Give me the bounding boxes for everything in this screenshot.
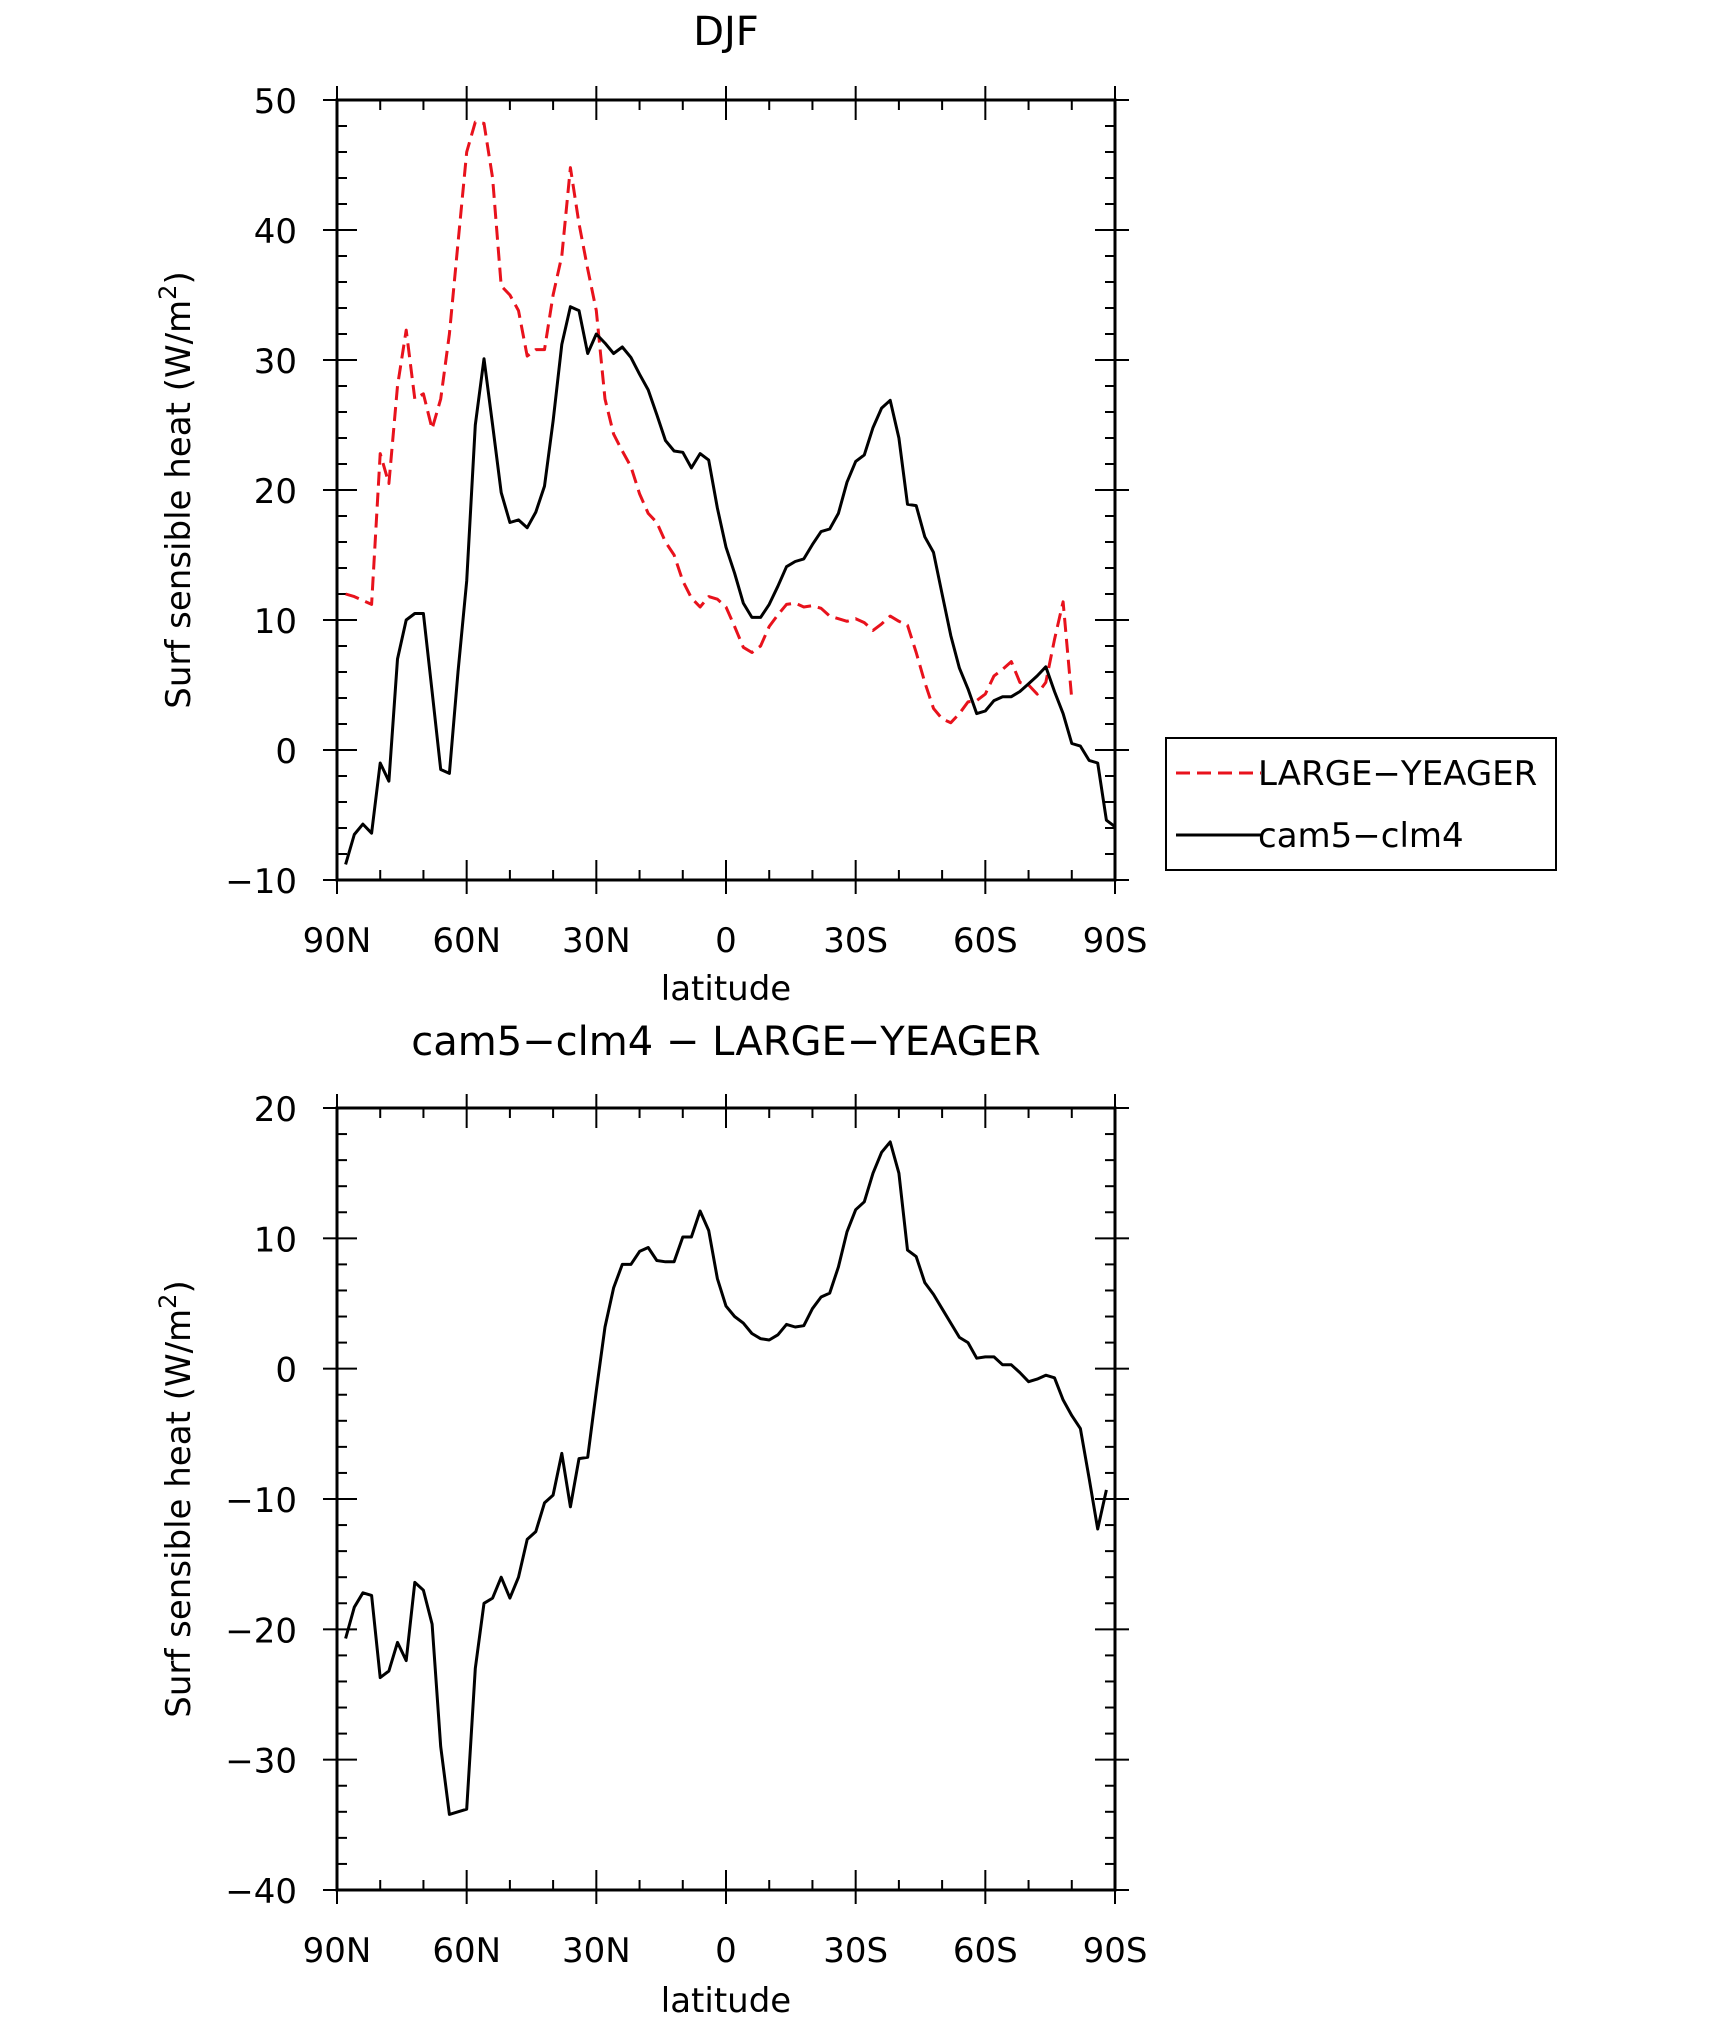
legend-label: LARGE−YEAGER bbox=[1258, 754, 1537, 794]
y-tick-label: −30 bbox=[225, 1742, 297, 1782]
y-tick-label: −10 bbox=[225, 1481, 297, 1521]
x-tick-label: 90S bbox=[1083, 1931, 1148, 1971]
y-tick-label: 50 bbox=[254, 82, 297, 122]
x-tick-label: 60N bbox=[432, 1931, 501, 1971]
y-axis-label-close: ) bbox=[159, 271, 199, 284]
x-tick-label: 60S bbox=[953, 1931, 1018, 1971]
y-tick-label: 10 bbox=[254, 602, 297, 642]
series-line-1 bbox=[344, 1140, 1108, 1816]
x-axis-label: latitude bbox=[661, 1981, 791, 2021]
x-tick-label: 90N bbox=[303, 921, 372, 961]
y-axis-label-sup: 2 bbox=[154, 1294, 182, 1309]
x-tick-label: 30N bbox=[562, 921, 631, 961]
y-axis-label-close: ) bbox=[159, 1280, 199, 1293]
y-tick-label: 0 bbox=[275, 732, 297, 772]
x-tick-label: 60N bbox=[432, 921, 501, 961]
x-tick-label: 0 bbox=[715, 921, 737, 961]
x-tick-label: 90S bbox=[1083, 921, 1148, 961]
y-tick-label: −10 bbox=[225, 862, 297, 902]
y-axis-label-text: Surf sensible heat (W/m bbox=[159, 1309, 199, 1718]
x-tick-label: 30N bbox=[562, 1931, 631, 1971]
x-tick-label: 60S bbox=[953, 921, 1018, 961]
legend-box bbox=[1165, 737, 1557, 871]
x-tick-label: 0 bbox=[715, 1931, 737, 1971]
plot-frame bbox=[335, 98, 1117, 882]
y-axis-label-sup: 2 bbox=[154, 285, 182, 300]
chart-panel-2: cam5−clm4 − LARGE−YEAGER20100−10−20−30−4… bbox=[154, 1019, 1147, 2021]
plot-frame bbox=[335, 1106, 1117, 1892]
y-tick-label: 0 bbox=[275, 1351, 297, 1391]
y-axis-label-text: Surf sensible heat (W/m bbox=[159, 300, 199, 709]
y-axis-label: Surf sensible heat (W/m2) bbox=[154, 271, 199, 708]
y-tick-label: −20 bbox=[225, 1611, 297, 1651]
y-tick-label: 10 bbox=[254, 1220, 297, 1260]
y-tick-label: −40 bbox=[225, 1872, 297, 1912]
chart-title: cam5−clm4 − LARGE−YEAGER bbox=[411, 1019, 1040, 1065]
x-tick-label: 90N bbox=[303, 1931, 372, 1971]
y-tick-label: 20 bbox=[254, 1090, 297, 1130]
legend-label: cam5−clm4 bbox=[1258, 816, 1464, 856]
chart-title: DJF bbox=[693, 9, 759, 55]
x-tick-label: 30S bbox=[823, 1931, 888, 1971]
x-axis-label: latitude bbox=[661, 969, 791, 1009]
series-line-2 bbox=[344, 305, 1115, 865]
series-line-1 bbox=[345, 120, 1074, 725]
x-tick-label: 30S bbox=[823, 921, 888, 961]
y-tick-label: 40 bbox=[254, 212, 297, 252]
y-axis-label: Surf sensible heat (W/m2) bbox=[154, 1280, 199, 1717]
y-tick-label: 30 bbox=[254, 342, 297, 382]
y-tick-label: 20 bbox=[254, 472, 297, 512]
